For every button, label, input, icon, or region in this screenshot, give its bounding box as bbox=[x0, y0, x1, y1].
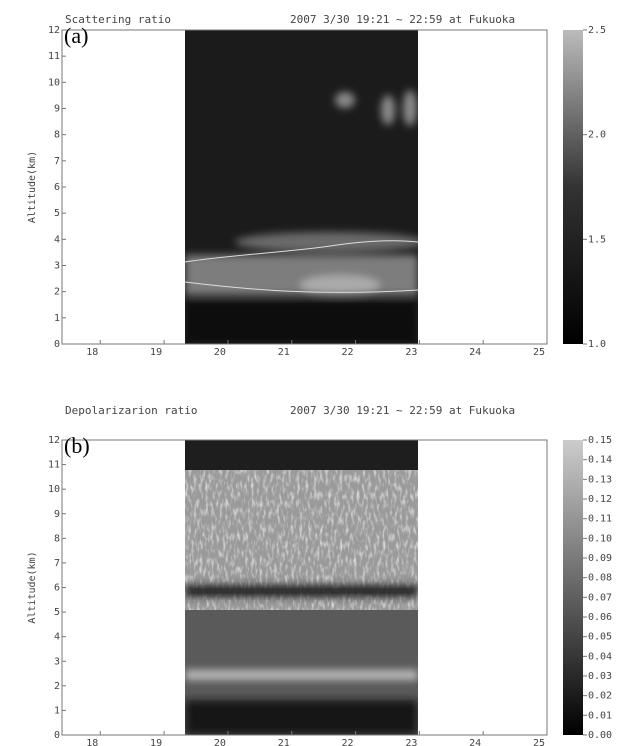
x-tick-label: 21 bbox=[278, 738, 290, 746]
x-tick-label: 18 bbox=[86, 738, 98, 746]
y-tick-label: 10 bbox=[48, 484, 60, 495]
x-tick-label: 20 bbox=[214, 347, 226, 358]
y-tick-label: 12 bbox=[48, 435, 60, 446]
y-tick-label: 7 bbox=[54, 156, 60, 167]
colorbar-tick-label: 0.01 bbox=[588, 710, 612, 721]
y-tick-label: 3 bbox=[54, 261, 60, 272]
y-tick-label: 8 bbox=[54, 130, 60, 141]
colorbar bbox=[563, 30, 583, 344]
y-tick-label: 8 bbox=[54, 533, 60, 544]
y-tick-label: 12 bbox=[48, 25, 60, 36]
y-tick-label: 5 bbox=[54, 208, 60, 219]
y-tick-label: 9 bbox=[54, 104, 60, 115]
colorbar-tick-label: 0.07 bbox=[588, 592, 612, 603]
y-tick-label: 5 bbox=[54, 607, 60, 618]
colorbar-tick-label: 0.00 bbox=[588, 730, 612, 741]
chart-title: Scattering ratio bbox=[65, 13, 171, 26]
colorbar-tick-label: 0.11 bbox=[588, 514, 612, 525]
x-tick-label: 24 bbox=[469, 738, 481, 746]
y-tick-label: 4 bbox=[54, 632, 60, 643]
chart-title: Depolarizarion ratio bbox=[65, 404, 197, 417]
x-tick-label: 22 bbox=[342, 738, 354, 746]
colorbar-tick-label: 0.12 bbox=[588, 494, 612, 505]
y-tick-label: 2 bbox=[54, 287, 60, 298]
colorbar-tick-label: 0.02 bbox=[588, 691, 612, 702]
heatmap-image bbox=[185, 440, 418, 735]
colorbar-tick-label: 0.05 bbox=[588, 632, 612, 643]
y-tick-label: 10 bbox=[48, 77, 60, 88]
colorbar-tick-label: 0.09 bbox=[588, 553, 612, 564]
y-axis-label: Altitude(km) bbox=[27, 151, 38, 223]
colorbar-tick-label: 0.10 bbox=[588, 533, 612, 544]
colorbar-tick-label: 0.04 bbox=[588, 651, 612, 662]
y-tick-label: 11 bbox=[48, 51, 60, 62]
colorbar-tick-label: 0.13 bbox=[588, 474, 612, 485]
colorbar-tick-label: 0.03 bbox=[588, 671, 612, 682]
y-tick-label: 11 bbox=[48, 460, 60, 471]
x-tick-label: 18 bbox=[86, 347, 98, 358]
colorbar-tick-label: 0.14 bbox=[588, 455, 612, 466]
colorbar-tick-label: 0.08 bbox=[588, 573, 612, 584]
y-tick-label: 7 bbox=[54, 558, 60, 569]
y-tick-label: 1 bbox=[54, 313, 60, 324]
y-tick-label: 9 bbox=[54, 509, 60, 520]
y-tick-label: 0 bbox=[54, 730, 60, 741]
heatmap-image bbox=[185, 30, 418, 344]
y-tick-label: 6 bbox=[54, 182, 60, 193]
colorbar-tick-label: 1.5 bbox=[588, 234, 606, 245]
colorbar-tick-label: 1.0 bbox=[588, 339, 606, 350]
y-tick-label: 3 bbox=[54, 656, 60, 667]
colorbar-tick-label: 2.5 bbox=[588, 25, 606, 36]
x-tick-label: 25 bbox=[533, 347, 545, 358]
y-tick-label: 1 bbox=[54, 705, 60, 716]
x-tick-label: 19 bbox=[150, 738, 162, 746]
y-axis-label: Altitude(km) bbox=[27, 551, 38, 623]
panel-label: (b) bbox=[64, 433, 90, 458]
colorbar-tick-label: 2.0 bbox=[588, 130, 606, 141]
y-tick-label: 6 bbox=[54, 583, 60, 594]
y-tick-label: 0 bbox=[54, 339, 60, 350]
panel-label: (a) bbox=[64, 23, 88, 48]
x-tick-label: 25 bbox=[533, 738, 545, 746]
chart-subtitle: 2007 3/30 19:21 ~ 22:59 at Fukuoka bbox=[290, 13, 515, 26]
chart-subtitle: 2007 3/30 19:21 ~ 22:59 at Fukuoka bbox=[290, 404, 515, 417]
x-tick-label: 22 bbox=[342, 347, 354, 358]
x-tick-label: 23 bbox=[405, 347, 417, 358]
y-tick-label: 4 bbox=[54, 234, 60, 245]
colorbar-tick-label: 0.06 bbox=[588, 612, 612, 623]
y-tick-label: 2 bbox=[54, 681, 60, 692]
x-tick-label: 20 bbox=[214, 738, 226, 746]
x-tick-label: 21 bbox=[278, 347, 290, 358]
x-tick-label: 19 bbox=[150, 347, 162, 358]
colorbar-tick-label: 0.15 bbox=[588, 435, 612, 446]
x-tick-label: 24 bbox=[469, 347, 481, 358]
colorbar bbox=[563, 440, 583, 735]
x-tick-label: 23 bbox=[405, 738, 417, 746]
